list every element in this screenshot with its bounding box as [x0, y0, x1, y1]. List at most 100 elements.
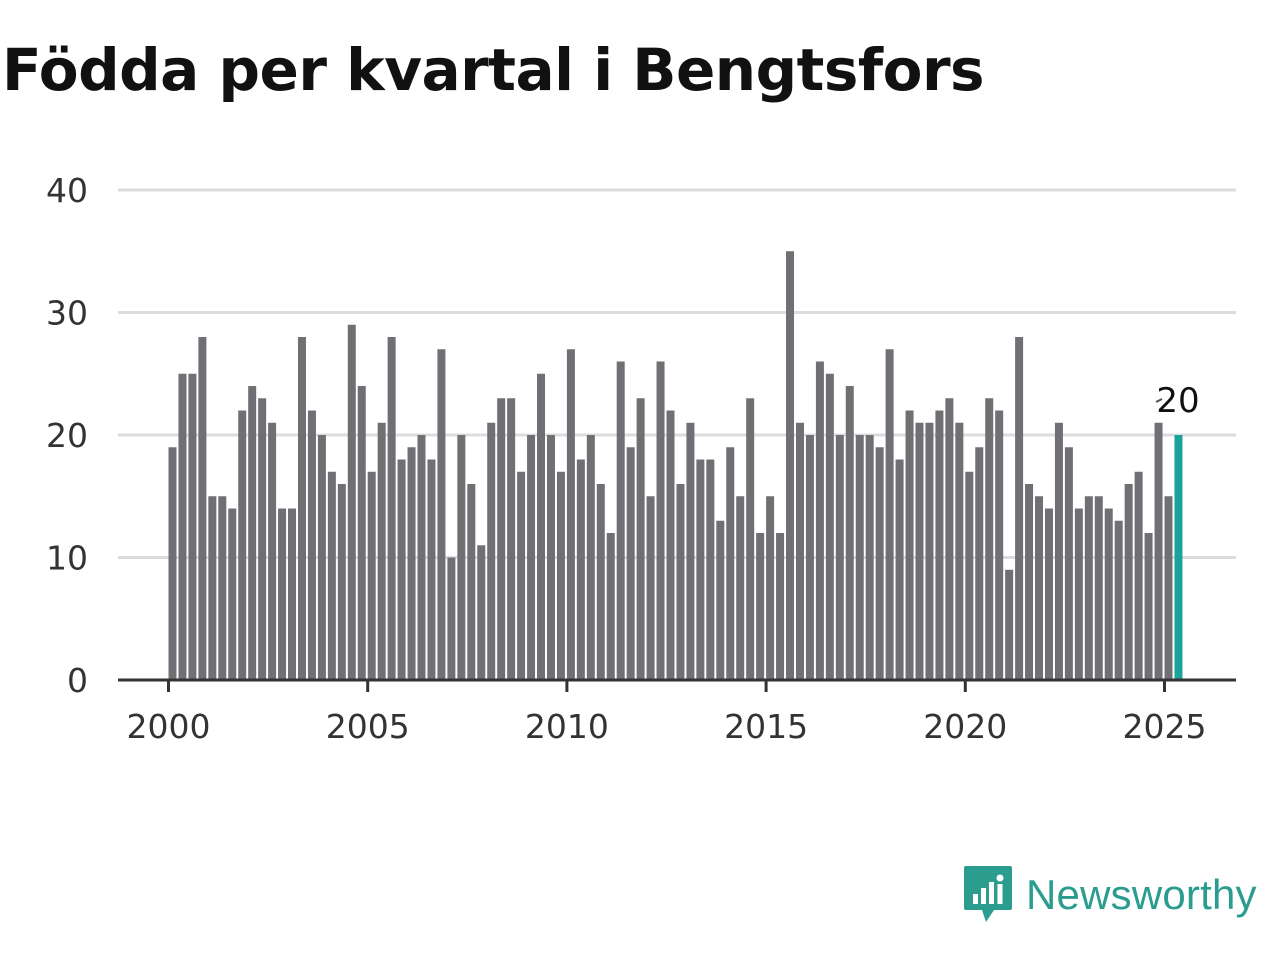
bar — [1124, 484, 1133, 680]
bar — [228, 508, 237, 680]
bar — [626, 447, 635, 680]
bar — [347, 324, 356, 680]
y-tick-label: 0 — [67, 661, 88, 700]
bar — [357, 386, 366, 680]
bar — [845, 386, 854, 680]
bar — [268, 422, 277, 680]
bar — [317, 435, 326, 680]
bar — [497, 398, 506, 680]
bar — [258, 398, 267, 680]
bar — [995, 410, 1004, 680]
bar — [208, 496, 217, 680]
bar — [885, 349, 894, 680]
bar — [915, 422, 924, 680]
x-tick-label: 2020 — [923, 707, 1007, 746]
bar — [1054, 422, 1063, 680]
y-tick-label: 30 — [46, 294, 88, 333]
bar — [1154, 422, 1163, 680]
bar — [1134, 471, 1143, 680]
bar — [517, 471, 526, 680]
bar — [875, 447, 884, 680]
bar — [1005, 569, 1014, 680]
bar — [965, 471, 974, 680]
bar — [825, 373, 834, 680]
y-tick-label: 20 — [46, 416, 88, 455]
bar — [676, 484, 685, 680]
bar — [786, 251, 795, 680]
bar — [935, 410, 944, 680]
bar — [387, 337, 396, 680]
bar — [746, 398, 755, 680]
newsworthy-logo-icon — [964, 866, 1012, 922]
bar — [1114, 520, 1123, 680]
bar — [596, 484, 605, 680]
bar — [507, 398, 516, 680]
bar — [925, 422, 934, 680]
bar — [218, 496, 227, 680]
bar — [955, 422, 964, 680]
bar — [726, 447, 735, 680]
bar — [855, 435, 864, 680]
bars — [168, 251, 1183, 680]
bar — [706, 459, 715, 680]
bar — [527, 435, 536, 680]
bar — [238, 410, 247, 680]
chart-title: Födda per kvartal i Bengtsfors — [2, 36, 985, 104]
brand-logo: Newsworthy — [962, 864, 1257, 926]
bar — [198, 337, 207, 680]
bar — [1144, 533, 1153, 680]
bar — [646, 496, 655, 680]
bar — [467, 484, 476, 680]
bar — [835, 435, 844, 680]
bar — [586, 435, 595, 680]
bar — [686, 422, 695, 680]
bar — [975, 447, 984, 680]
x-tick-label: 2005 — [326, 707, 410, 746]
axes — [118, 678, 1236, 692]
bar — [487, 422, 496, 680]
bar — [1164, 496, 1173, 680]
bar — [945, 398, 954, 680]
brand-name: Newsworthy — [1026, 871, 1257, 918]
value-annotation: 20 — [1156, 381, 1199, 421]
bar — [407, 447, 416, 680]
bar — [556, 471, 565, 680]
bar — [1074, 508, 1083, 680]
bar — [537, 373, 546, 680]
bar — [766, 496, 775, 680]
bar — [546, 435, 555, 680]
bar — [776, 533, 785, 680]
bar — [756, 533, 765, 680]
bar — [905, 410, 914, 680]
bar — [437, 349, 446, 680]
x-tick-label: 2015 — [724, 707, 808, 746]
bar — [457, 435, 466, 680]
x-tick-label: 2025 — [1123, 707, 1207, 746]
bar — [1084, 496, 1093, 680]
x-tick-label: 2000 — [127, 707, 211, 746]
bar — [168, 447, 177, 680]
bar — [656, 361, 665, 680]
bar — [636, 398, 645, 680]
bar — [666, 410, 675, 680]
bar — [307, 410, 316, 680]
bar — [985, 398, 994, 680]
bar — [427, 459, 436, 680]
bar — [1104, 508, 1113, 680]
y-tick-label: 10 — [46, 539, 88, 578]
bar — [696, 459, 705, 680]
bar — [278, 508, 287, 680]
bar — [795, 422, 804, 680]
bar — [865, 435, 874, 680]
bar — [1015, 337, 1024, 680]
bar — [1064, 447, 1073, 680]
y-tick-label: 40 — [46, 171, 88, 210]
bar — [1035, 496, 1044, 680]
bar — [377, 422, 386, 680]
bar — [1044, 508, 1053, 680]
bar — [447, 557, 456, 680]
bar — [1025, 484, 1034, 680]
bar — [576, 459, 585, 680]
bar — [288, 508, 297, 680]
